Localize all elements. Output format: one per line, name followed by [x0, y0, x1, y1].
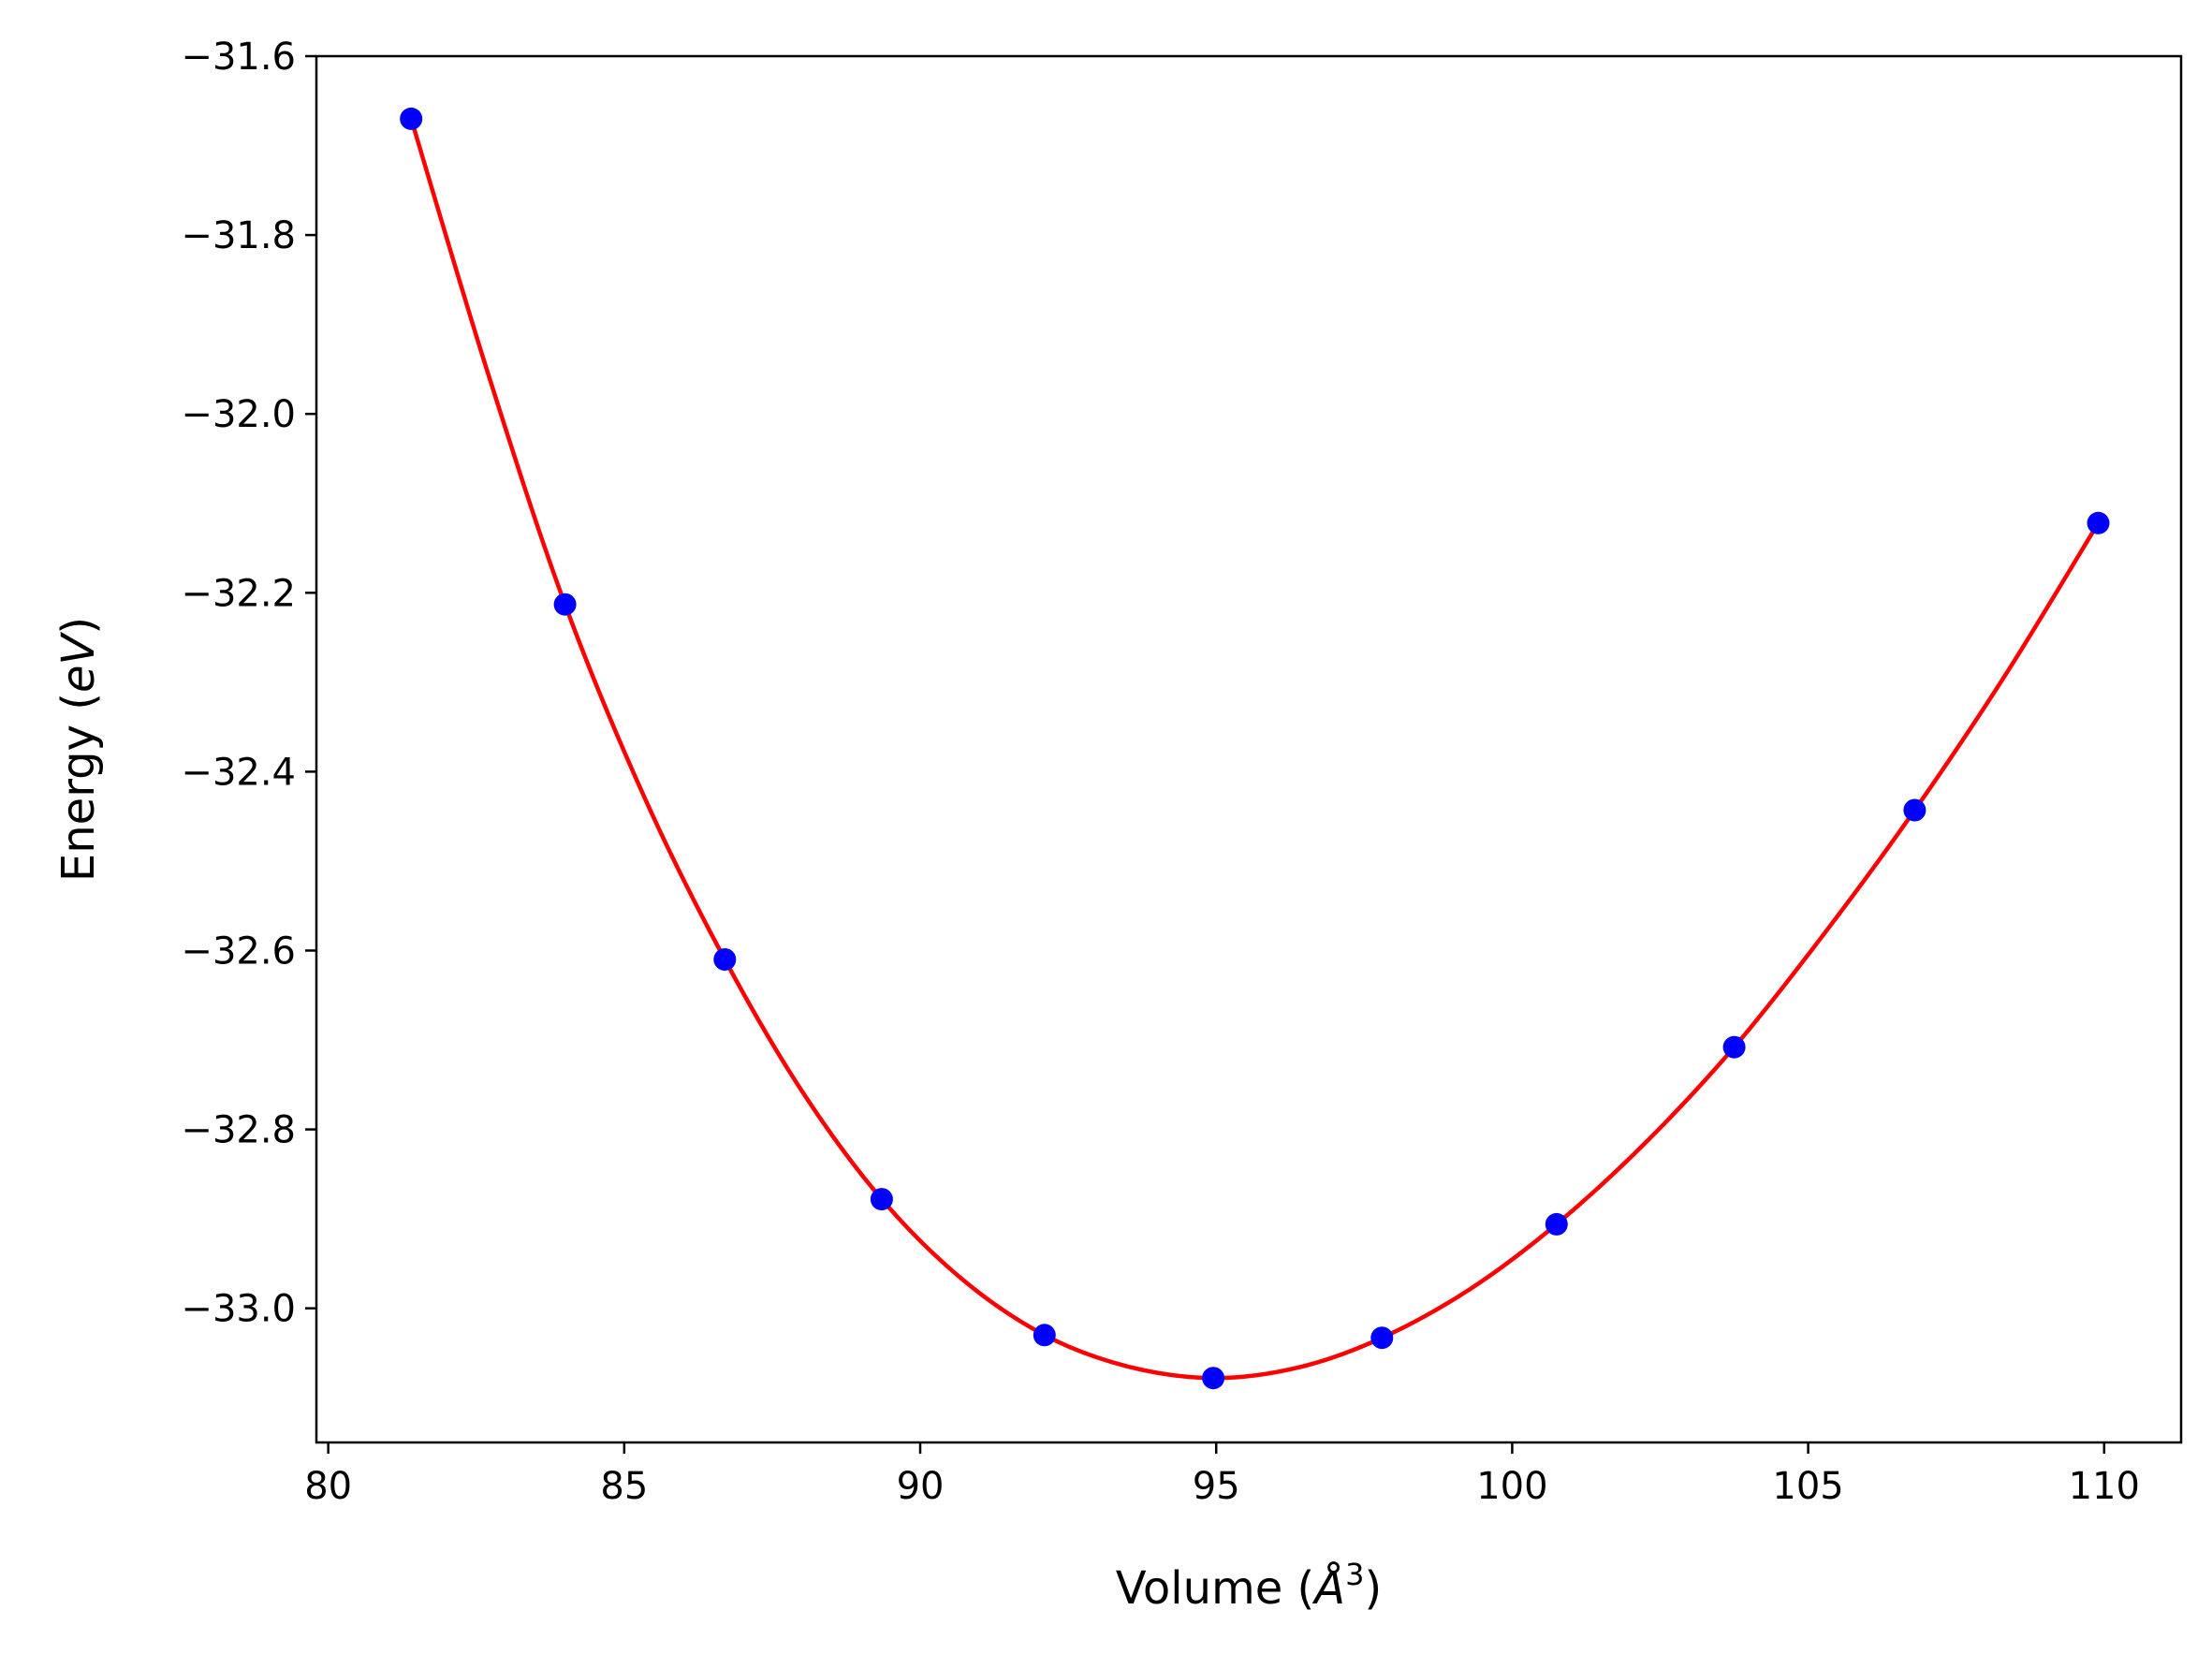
data-point	[713, 948, 737, 971]
y-axis-title-suffix: )	[52, 617, 105, 635]
data-point	[1202, 1367, 1225, 1390]
x-axis-ticks: 80 85 90 95 100 105 110	[304, 1442, 2140, 1508]
y-tick-label: −32.0	[181, 393, 296, 436]
axes-frame	[315, 54, 2183, 1444]
y-tick-label: −32.2	[181, 572, 296, 615]
x-tick-label: 100	[1476, 1465, 1547, 1508]
y-tick-label: −32.4	[181, 751, 296, 794]
x-tick-label: 85	[600, 1465, 648, 1508]
data-point	[553, 593, 577, 616]
fit-curve	[409, 118, 2101, 1381]
x-axis-title-exponent: 3	[1345, 1557, 1364, 1592]
y-tick-label: −32.8	[181, 1109, 296, 1152]
y-tick-label: −32.6	[181, 929, 296, 973]
y-axis-title-prefix: Energy (	[52, 693, 105, 882]
y-tick-label: −31.8	[181, 214, 296, 257]
x-tick-label: 80	[304, 1465, 352, 1508]
data-point	[1370, 1326, 1394, 1350]
data-point	[1545, 1212, 1568, 1236]
data-point	[1033, 1324, 1056, 1347]
data-point	[2087, 511, 2110, 534]
x-axis-title-suffix: )	[1364, 1562, 1382, 1615]
data-point	[1903, 798, 1926, 822]
x-axis-title-prefix: Volume (	[1116, 1562, 1315, 1615]
data-point	[400, 107, 423, 130]
plot-area	[400, 107, 2110, 1390]
y-axis-ticks: −31.6 −31.8 −32.0 −32.2 −32.4 −32.6 −32.8 −33.0	[181, 36, 316, 1331]
x-tick-label: 110	[2069, 1465, 2140, 1508]
y-axis-title-unit: eV	[52, 632, 105, 694]
data-point	[1722, 1035, 1746, 1059]
x-axis-title: Volume (Å3)	[1116, 1557, 1382, 1615]
x-axis-title-unit: Å	[1311, 1561, 1345, 1615]
data-point	[870, 1188, 893, 1211]
x-tick-label: 105	[1772, 1465, 1843, 1508]
x-tick-label: 90	[897, 1465, 945, 1508]
x-tick-label: 95	[1193, 1465, 1240, 1508]
y-tick-label: −33.0	[181, 1288, 296, 1331]
y-tick-label: −31.6	[181, 36, 296, 79]
y-axis-title: Energy (eV)	[52, 617, 105, 882]
